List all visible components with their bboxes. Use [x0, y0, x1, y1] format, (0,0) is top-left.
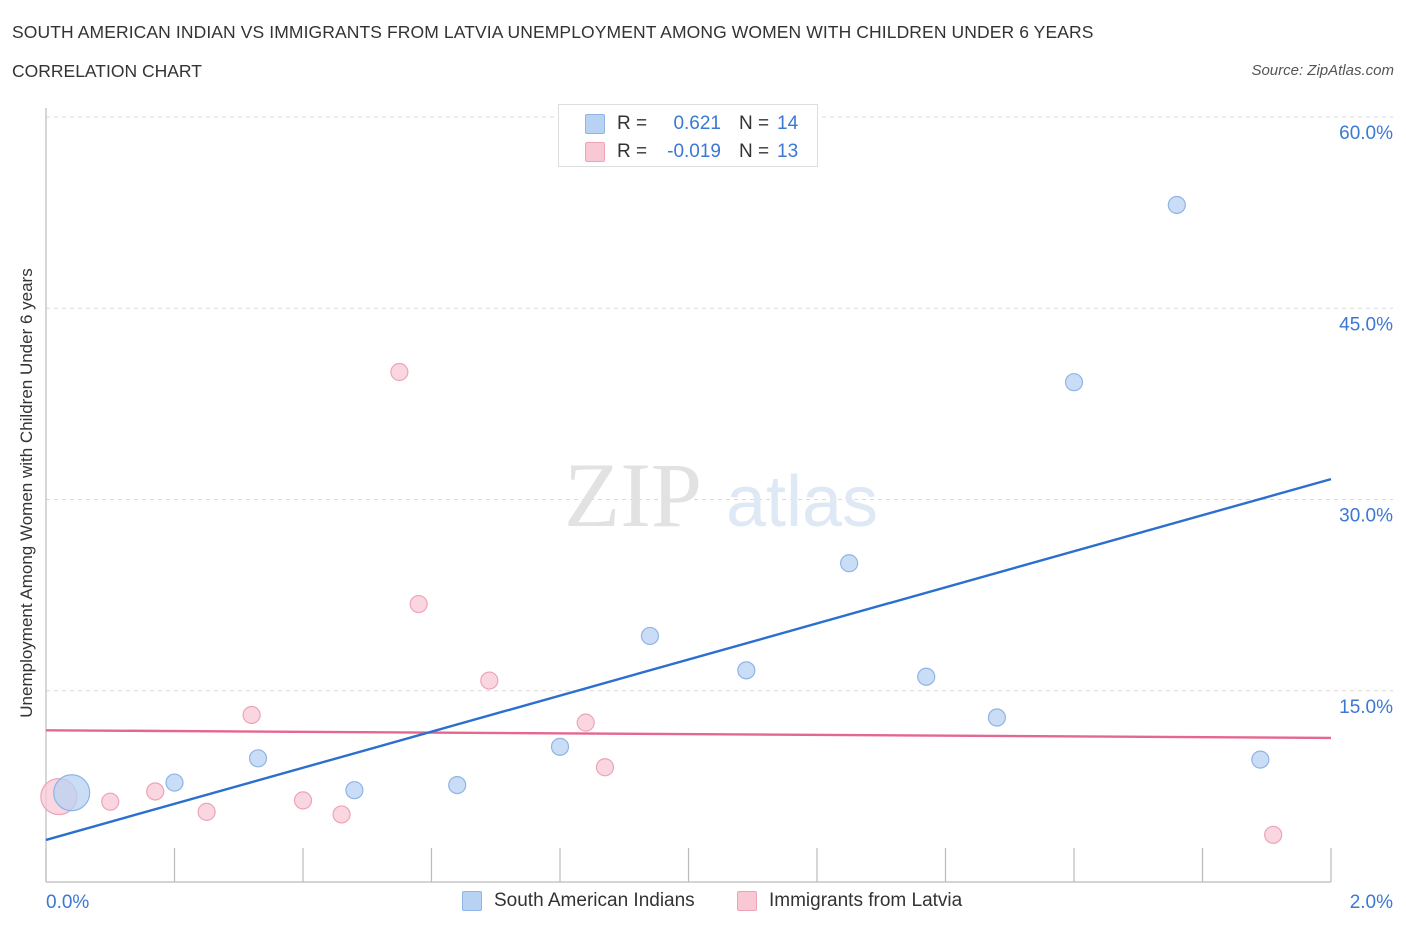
series-legend: South American Indians Immigrants from L… [0, 890, 1406, 916]
legend-label: South American Indians [494, 890, 695, 911]
data-point-immigrants-from-latvia [390, 362, 409, 382]
axis-layer [45, 108, 1332, 883]
watermark-zip: ZIP [564, 444, 702, 546]
data-point-south-american-indians [987, 708, 1007, 727]
data-point-immigrants-from-latvia [101, 792, 120, 811]
n-value: 14 [777, 113, 799, 134]
data-point-south-american-indians [640, 626, 660, 646]
points-layer [40, 195, 1283, 844]
data-point-south-american-indians [345, 781, 364, 800]
data-point-immigrants-from-latvia [1264, 825, 1283, 844]
y-tick-label: 45.0% [1339, 314, 1393, 335]
data-point-south-american-indians [840, 554, 859, 573]
y-tick-label: 15.0% [1339, 697, 1393, 718]
x-tick-label-max: 2.0% [1350, 892, 1393, 913]
n-label: N = [739, 113, 770, 134]
correlation-legend: R = 0.621 N = 14 R = -0.019 N = 13 [558, 104, 818, 167]
r-value: 0.621 [673, 113, 721, 134]
data-point-south-american-indians [737, 661, 756, 680]
grid-layer [46, 116, 1393, 692]
n-value: 13 [777, 141, 799, 162]
chart-title: SOUTH AMERICAN INDIAN VS IMMIGRANTS FROM… [12, 22, 1094, 42]
legend-row-immigrants-from-latvia: R = -0.019 N = 13 [585, 140, 798, 164]
legend-row-south-american-indians: R = 0.621 N = 14 [585, 112, 798, 136]
data-point-south-american-indians [248, 749, 268, 768]
data-point-immigrants-from-latvia [409, 594, 428, 614]
data-point-immigrants-from-latvia [595, 758, 615, 777]
legend-swatch-pink [585, 142, 605, 162]
r-label: R = [617, 113, 648, 134]
y-tick-label: 60.0% [1339, 123, 1393, 144]
legend-swatch-pink [737, 891, 757, 911]
legend-swatch-blue [462, 891, 482, 911]
data-point-immigrants-from-latvia [576, 713, 595, 732]
n-label: N = [739, 141, 770, 162]
data-point-south-american-indians [448, 775, 467, 795]
r-value: -0.019 [667, 141, 721, 162]
chart-subtitle: CORRELATION CHART [12, 61, 202, 81]
source-credit: Source: ZipAtlas.com [1251, 62, 1394, 79]
watermark: ZIP atlas [564, 444, 878, 546]
data-point-south-american-indians [53, 774, 91, 812]
r-label: R = [617, 141, 648, 162]
data-point-immigrants-from-latvia [197, 802, 216, 821]
trendline-south-american-indians [45, 477, 1332, 842]
data-point-south-american-indians [1251, 750, 1270, 769]
data-point-immigrants-from-latvia [293, 791, 313, 810]
data-point-south-american-indians [1167, 195, 1186, 215]
data-point-immigrants-from-latvia [242, 705, 261, 725]
data-point-immigrants-from-latvia [480, 671, 499, 690]
data-point-immigrants-from-latvia [146, 782, 165, 801]
data-point-south-american-indians [550, 737, 570, 756]
legend-label: Immigrants from Latvia [769, 890, 963, 911]
data-point-south-american-indians [1064, 373, 1084, 392]
legend-item-south-american-indians[interactable]: South American Indians [462, 890, 695, 912]
data-point-immigrants-from-latvia [332, 805, 351, 824]
data-point-south-american-indians [165, 773, 184, 792]
trend-layer [45, 477, 1332, 842]
y-axis-label: Unemployment Among Women with Children U… [17, 268, 36, 718]
y-tick-label: 30.0% [1339, 506, 1393, 527]
tick-label-layer: 15.0% 30.0% 45.0% 60.0% 0.0% 2.0% [46, 123, 1393, 913]
data-point-south-american-indians [917, 667, 936, 686]
trendline-immigrants-from-latvia [45, 729, 1332, 740]
legend-item-immigrants-from-latvia[interactable]: Immigrants from Latvia [737, 890, 962, 912]
x-tick-label-min: 0.0% [46, 892, 89, 913]
legend-swatch-blue [585, 114, 605, 134]
watermark-atlas: atlas [726, 462, 878, 542]
